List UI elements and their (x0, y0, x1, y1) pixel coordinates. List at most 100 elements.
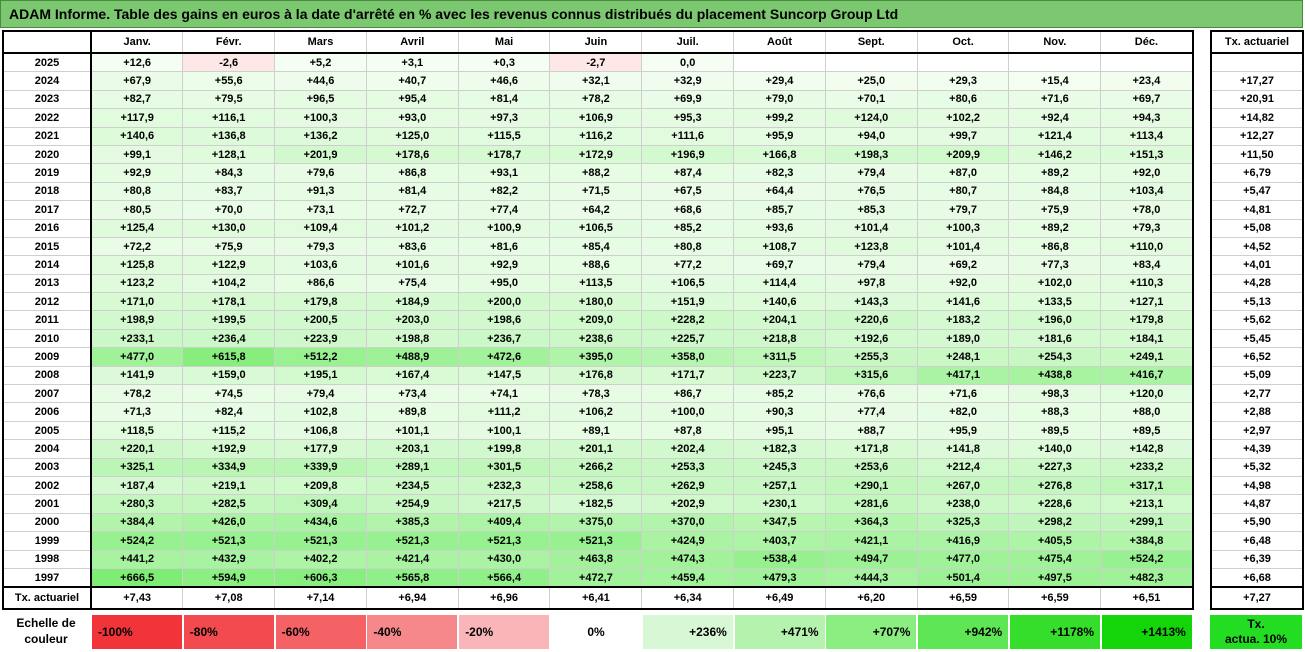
gain-cell: +142,8 (1100, 439, 1194, 459)
rate-cell: +5,13 (1210, 292, 1304, 312)
gain-cell: +106,9 (549, 108, 643, 128)
gain-cell: +405,5 (1008, 531, 1102, 551)
gain-cell (1100, 52, 1194, 73)
gain-cell: +254,3 (1008, 347, 1102, 367)
gain-cell: +102,0 (1008, 273, 1102, 294)
gain-cell: +223,9 (274, 328, 367, 349)
gain-cell: +94,0 (824, 126, 918, 146)
gain-cell: +55,6 (182, 71, 276, 91)
gain-cell: +128,1 (182, 144, 276, 165)
month-header: Juin (549, 30, 643, 54)
footer-rate-cell: +7,14 (274, 586, 367, 611)
gain-cell: +459,4 (641, 567, 735, 588)
gain-cell: +238,6 (549, 328, 643, 349)
gain-cell: +76,6 (824, 384, 918, 404)
gain-cell: +521,3 (182, 531, 276, 551)
gain-cell: +99,2 (733, 108, 826, 128)
gain-cell: +80,7 (916, 181, 1010, 202)
gain-cell: +77,3 (1008, 255, 1102, 275)
table-row: 2014 +125,8 +122,9 +103,6 +101,6 +92,9 +88,6 +7… (2, 255, 1194, 275)
year-label: 1998 (2, 549, 92, 569)
gain-cell: +416,7 (1100, 365, 1194, 386)
month-header: Mars (274, 30, 367, 54)
gain-cell: 0,0 (641, 52, 735, 73)
header-corner (2, 30, 92, 54)
gain-cell: +79,3 (1100, 218, 1194, 238)
gain-cell: +88,0 (1100, 402, 1194, 422)
rate-cell: +20,91 (1210, 89, 1304, 110)
gain-cell: +72,2 (90, 236, 184, 257)
year-label: 2013 (2, 273, 92, 294)
gain-cell: +93,1 (457, 163, 551, 183)
gain-cell: +90,3 (733, 402, 826, 422)
rate-cell: +6,79 (1210, 163, 1304, 183)
gain-cell: +83,4 (1100, 255, 1194, 275)
footer-rate-cell: +6,49 (733, 586, 826, 611)
gain-cell: +289,1 (365, 457, 459, 477)
year-label: 2016 (2, 218, 92, 238)
gain-cell: +223,7 (733, 365, 826, 386)
gain-cell: +89,5 (1008, 420, 1102, 441)
year-label: 2019 (2, 163, 92, 183)
year-label: 2023 (2, 89, 92, 110)
gain-cell: +311,5 (733, 347, 826, 367)
footer-rate-cell: +6,20 (824, 586, 918, 611)
gain-cell: +85,3 (824, 200, 918, 220)
gain-cell: +111,2 (457, 402, 551, 422)
gain-cell: +85,4 (549, 236, 643, 257)
gain-cell: +218,8 (733, 328, 826, 349)
legend-label-line2: couleur (24, 632, 68, 646)
rate-cell: +4,98 (1210, 475, 1304, 496)
gain-cell: +116,1 (182, 108, 276, 128)
rate-cell: +5,08 (1210, 218, 1304, 238)
year-label: 2008 (2, 365, 92, 386)
gain-cell: +245,3 (733, 457, 826, 477)
gain-cell: +0,3 (457, 52, 551, 73)
gain-cell: +78,2 (549, 89, 643, 110)
year-label: 2021 (2, 126, 92, 146)
year-label: 2020 (2, 144, 92, 165)
gain-cell: +220,6 (824, 310, 918, 330)
gain-cell: +438,8 (1008, 365, 1102, 386)
table-row: 1998 +441,2 +432,9 +402,2 +421,4 +430,0 +463,8… (2, 549, 1194, 569)
year-label: 2005 (2, 420, 92, 441)
gain-cell: -2,6 (182, 52, 276, 73)
year-label: 2006 (2, 402, 92, 422)
gain-cell: +184,9 (365, 292, 459, 312)
gain-cell: +474,3 (641, 549, 735, 569)
gain-cell: +136,8 (182, 126, 276, 146)
gain-cell: +146,2 (1008, 144, 1102, 165)
gain-cell (916, 52, 1010, 73)
rate-cell: +17,27 (1210, 71, 1304, 91)
footer-rate-cell: +7,43 (90, 586, 184, 611)
gain-cell: +180,0 (549, 292, 643, 312)
gain-cell: +171,7 (641, 365, 735, 386)
gain-cell: +125,0 (365, 126, 459, 146)
table-row: 2013 +123,2 +104,2 +86,6 +75,4 +95,0 +113,5 +10… (2, 273, 1194, 294)
gain-cell: +75,4 (365, 273, 459, 294)
gain-cell: +403,7 (733, 531, 826, 551)
year-label: 2024 (2, 71, 92, 91)
gain-cell: +248,1 (916, 347, 1010, 367)
table-row: 2016 +125,4 +130,0 +109,4 +101,2 +100,9 +106,5… (2, 218, 1194, 238)
legend-swatch: +707% (826, 615, 917, 649)
gain-cell: +121,4 (1008, 126, 1102, 146)
legend-label: Echelle de couleur (2, 615, 90, 647)
footer-total-rate: +7,27 (1210, 586, 1304, 611)
gain-cell: +209,8 (274, 475, 367, 496)
gain-cell: +183,2 (916, 310, 1010, 330)
gain-cell: +83,7 (182, 181, 276, 202)
table-row: 1999 +524,2 +521,3 +521,3 +521,3 +521,3 +521,3… (2, 531, 1194, 551)
gain-cell: +141,8 (916, 439, 1010, 459)
year-label: 2011 (2, 310, 92, 330)
gain-cell: +15,4 (1008, 71, 1102, 91)
table-row: 2001 +280,3 +282,5 +309,4 +254,9 +217,5 +182,5… (2, 494, 1194, 514)
year-label: 2022 (2, 108, 92, 128)
gain-cell: +81,4 (365, 181, 459, 202)
gain-cell: +88,7 (824, 420, 918, 441)
gain-cell: +432,9 (182, 549, 276, 569)
gain-cell: +89,2 (1008, 218, 1102, 238)
gain-cell: +198,9 (90, 310, 184, 330)
gain-cell: +299,1 (1100, 512, 1194, 533)
gain-cell: +209,9 (916, 144, 1010, 165)
